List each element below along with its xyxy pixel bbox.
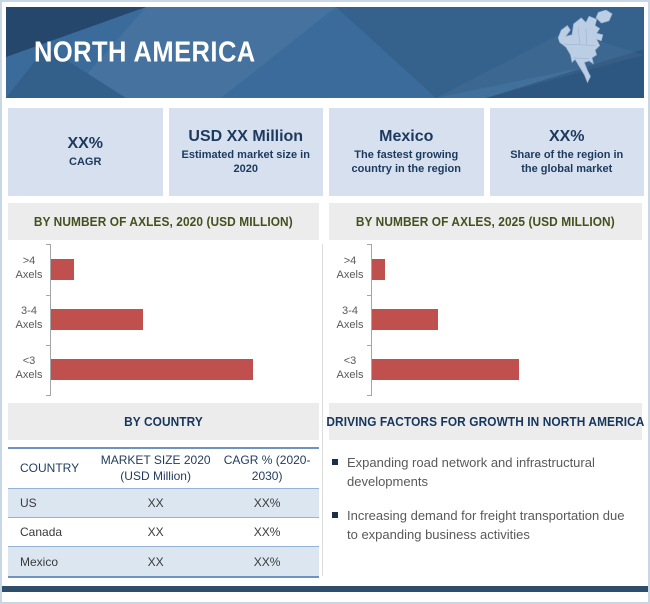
chart-category-axis: >4 Axels 3-4 Axels <3 Axels [329, 244, 371, 396]
axles-2020-bar-chart: >4 Axels 3-4 Axels <3 Axels [8, 244, 319, 396]
chart-plot-area [46, 244, 319, 396]
stat-value: USD XX Million [188, 128, 304, 146]
stat-label: Estimated market size in 2020 [181, 149, 310, 176]
stat-card-global-share: XX% Share of the region in the global ma… [489, 108, 644, 196]
section-header-axles-2020: BY NUMBER OF AXLES, 2020 (USD MILLION) [8, 203, 319, 240]
chart-category-label: >4 Axels [336, 255, 364, 281]
driving-factors-list: Expanding road network and infrastructur… [332, 454, 638, 559]
stat-card-cagr: XX% CAGR [8, 108, 163, 196]
column-header-country: COUNTRY [20, 460, 80, 475]
region-banner: NORTH AMERICA [6, 7, 644, 98]
chart-bar [51, 358, 254, 380]
stat-label: CAGR [69, 156, 102, 169]
chart-bar [372, 308, 438, 330]
section-header-driving-factors: DRIVING FACTORS FOR GROWTH IN NORTH AMER… [326, 403, 644, 440]
chart-category-label: >4 Axels [15, 255, 43, 281]
bullet-item: Expanding road network and infrastructur… [332, 454, 638, 492]
stat-value: XX% [548, 128, 585, 146]
chart-bar [51, 258, 74, 280]
stat-value: XX% [67, 135, 104, 153]
axis-tick [46, 395, 51, 396]
stat-label: The fastest growing country in the regio… [351, 149, 461, 176]
axis-tick [367, 395, 372, 396]
chart-category-label: <3 Axels [15, 355, 43, 381]
axis-tick [367, 244, 372, 245]
bullet-square-icon [332, 459, 338, 465]
section-header-by-country: BY COUNTRY [8, 403, 319, 440]
chart-plot-area [367, 244, 642, 396]
column-header-cagr: CAGR % (2020-2030) [223, 452, 311, 483]
stat-value: Mexico [379, 128, 434, 146]
bullet-item: Increasing demand for freight transporta… [332, 507, 638, 545]
table-row-canada: Canada XX XX% [8, 518, 319, 547]
axis-tick [46, 294, 51, 296]
axis-tick [367, 345, 372, 347]
column-header-market-size: MARKET SIZE 2020 (USD Million) [100, 452, 211, 483]
chart-bar [51, 308, 143, 330]
chart-bar [372, 358, 520, 380]
chart-category-axis: >4 Axels 3-4 Axels <3 Axels [8, 244, 50, 396]
bullet-text: Expanding road network and infrastructur… [347, 455, 595, 489]
stat-card-fastest-country: Mexico The fastest growing country in th… [329, 108, 484, 196]
stat-card-row: XX% CAGR USD XX Million Estimated market… [8, 108, 644, 196]
bullet-square-icon [332, 511, 338, 518]
axis-tick [46, 244, 51, 245]
chart-category-label: <3 Axels [336, 355, 364, 381]
axis-tick [46, 345, 51, 347]
chart-category-label: 3-4 Axels [15, 305, 43, 331]
chart-category-label: 3-4 Axels [336, 305, 364, 331]
stat-label: Share of the region in the global market [510, 149, 624, 176]
table-row-mexico: Mexico XX XX% [8, 547, 319, 576]
bottom-accent-bar [2, 586, 648, 592]
country-table: COUNTRY MARKET SIZE 2020 (USD Million) C… [8, 447, 319, 578]
stat-card-market-size: USD XX Million Estimated market size in … [168, 108, 323, 196]
axis-tick [367, 294, 372, 296]
bullet-text: Increasing demand for freight transporta… [347, 507, 625, 542]
section-header-axles-2025: BY NUMBER OF AXLES, 2025 (USD MILLION) [329, 203, 642, 240]
north-america-map-icon [550, 9, 628, 95]
column-divider [322, 244, 323, 576]
region-title: NORTH AMERICA [34, 36, 256, 68]
axles-2025-bar-chart: >4 Axels 3-4 Axels <3 Axels [329, 244, 642, 396]
table-row-us: US XX XX% [8, 489, 319, 518]
table-header-row: COUNTRY MARKET SIZE 2020 (USD Million) C… [8, 449, 319, 489]
chart-bar [372, 258, 385, 280]
